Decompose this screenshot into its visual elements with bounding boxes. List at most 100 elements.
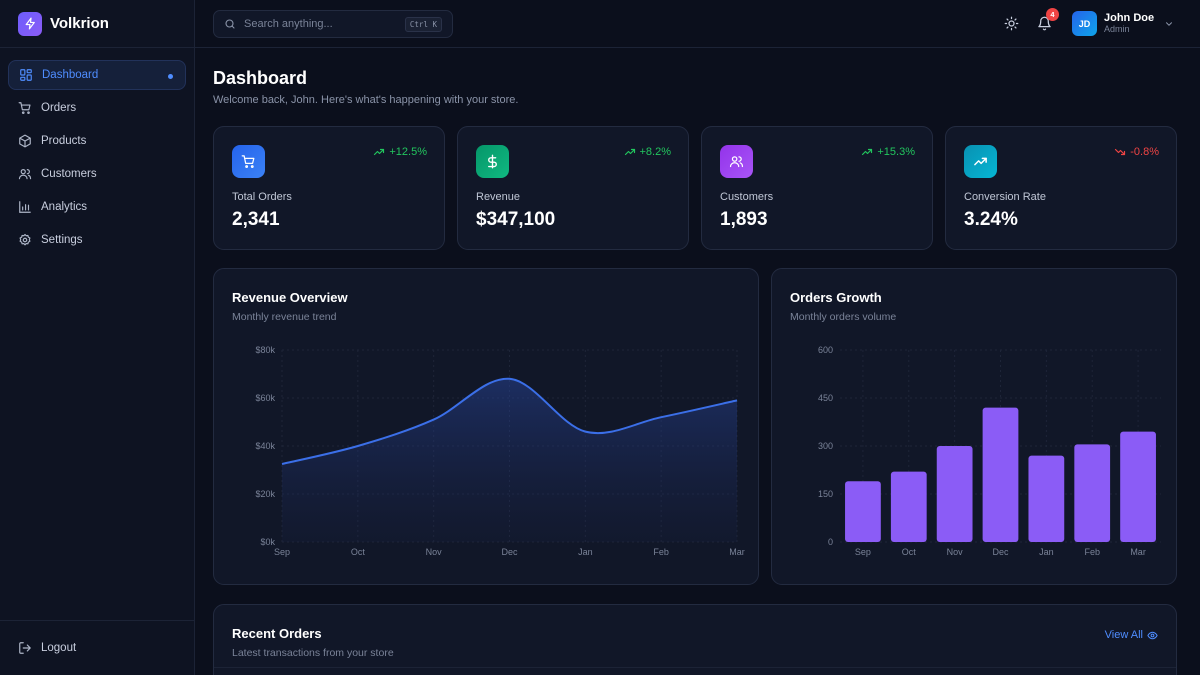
stat-label: Total Orders [232,191,292,203]
x-tick-label: Sep [274,547,290,557]
revenue-area-chart: $0k $20k $40k $60k $80k Sep Oct Nov Dec Jan Feb Mar [255,345,745,557]
bar [1028,455,1065,542]
x-tick-label: Dec [501,547,518,557]
panel-title: Revenue Overview [232,290,348,305]
view-all-label: View All [1104,629,1143,641]
x-tick-label: Mar [729,547,745,557]
stat-change: +12.5% [373,146,427,158]
stat-change-value: +15.3% [877,146,915,158]
x-tick-label: Oct [351,547,366,557]
trend-down-icon [1115,148,1126,156]
search-box[interactable]: Ctrl K [213,10,453,38]
stat-icon-box [476,145,509,178]
bell-icon [1037,16,1051,30]
bar [890,471,927,542]
trend-up-icon [862,148,873,156]
view-all-link[interactable]: View All [1105,629,1158,641]
panel-subtitle: Latest transactions from your store [232,647,394,659]
panel-title: Orders Growth [790,290,882,305]
box-icon [19,134,31,148]
sidebar-item-products[interactable]: Products [8,126,186,156]
trend-up-icon [624,148,635,156]
sidebar-item-customers[interactable]: Customers [8,159,186,189]
stat-label: Revenue [476,191,521,203]
x-tick-label: Jan [1039,547,1054,557]
brand: Volkrion [0,0,194,48]
bar [936,446,973,542]
stat-value: 1,893 [720,209,768,230]
stat-change: +8.2% [624,146,672,158]
x-tick-label: Feb [1084,547,1100,557]
lightning-logo-icon [18,11,42,36]
y-tick-label: $0k [260,537,275,547]
user-name: John Doe [1104,12,1155,24]
stat-card-customers: +15.3% Customers 1,893 [701,126,933,250]
x-tick-label: Jan [578,547,593,557]
sidebar-item-label: Analytics [41,201,88,213]
notification-count-badge: 4 [1046,8,1059,21]
stat-icon-box [964,145,997,178]
orders-growth-panel: 0 150 300 450 600 Sep Oct Nov Dec Jan Feb Mar Order… [771,268,1177,585]
stat-icon-box [720,145,753,178]
recent-orders-panel: Recent Orders Latest transactions from y… [213,604,1177,675]
revenue-overview-panel: $0k $20k $40k $60k $80k Sep Oct Nov Dec Jan Feb Mar… [213,268,759,585]
search-icon [225,19,235,29]
sun-icon [1004,16,1018,30]
user-menu[interactable]: JD John Doe Admin [1072,11,1174,36]
logout-label: Logout [41,642,77,654]
x-tick-label: Nov [426,547,443,557]
y-tick-label: 600 [818,345,833,355]
page-title: Dashboard [213,68,308,88]
sidebar: Volkrion Dashboard Orders Products Custo… [0,0,195,675]
active-indicator-dot [168,74,173,79]
brand-name: Volkrion [50,15,109,32]
stat-change-value: +12.5% [389,146,427,158]
y-tick-label: $20k [255,489,275,499]
search-shortcut-hint: Ctrl K [404,17,442,32]
stat-value: 2,341 [232,209,280,230]
cart-icon [18,102,31,115]
panel-title: Recent Orders [232,626,322,641]
sidebar-item-dashboard[interactable]: Dashboard [8,60,186,90]
bar [845,481,881,542]
x-tick-label: Oct [902,547,917,557]
user-role: Admin [1104,24,1130,34]
y-tick-label: 0 [828,537,833,547]
logout-button[interactable]: Logout [0,620,195,675]
sidebar-item-settings[interactable]: Settings [8,225,186,255]
search-input[interactable] [244,18,394,30]
stat-change: +15.3% [861,146,915,158]
y-tick-label: $60k [255,393,275,403]
x-tick-label: Dec [992,547,1009,557]
sidebar-item-analytics[interactable]: Analytics [8,192,186,222]
stat-label: Conversion Rate [964,191,1046,203]
x-tick-label: Mar [1130,547,1146,557]
bar [1120,431,1156,542]
stat-card-conversion-rate: -0.8% Conversion Rate 3.24% [945,126,1177,250]
trend-up-icon [974,157,987,166]
trend-up-icon [374,148,385,156]
panel-divider [214,667,1176,668]
bar-chart-icon [19,201,31,213]
logout-icon [19,642,31,654]
y-tick-label: 300 [818,441,833,451]
sidebar-item-label: Settings [41,234,83,246]
sidebar-nav: Dashboard Orders Products Customers Anal… [0,48,194,255]
sidebar-item-orders[interactable]: Orders [8,93,186,123]
bar [1074,444,1111,542]
sidebar-item-label: Products [41,135,87,147]
stat-label: Customers [720,191,774,203]
stat-change: -0.8% [1114,146,1159,158]
page-subtitle: Welcome back, John. Here's what's happen… [213,94,519,106]
y-tick-label: 450 [818,393,833,403]
y-tick-label: 150 [818,489,833,499]
chevron-down-icon [1166,21,1173,26]
stat-change-value: +8.2% [639,146,672,158]
users-icon [18,169,32,180]
x-tick-label: Sep [855,547,871,557]
y-tick-label: $80k [255,345,275,355]
notifications-button[interactable]: 4 [1035,8,1059,32]
theme-toggle-button[interactable] [1002,14,1020,32]
grid-icon [20,69,32,81]
y-tick-label: $40k [255,441,275,451]
